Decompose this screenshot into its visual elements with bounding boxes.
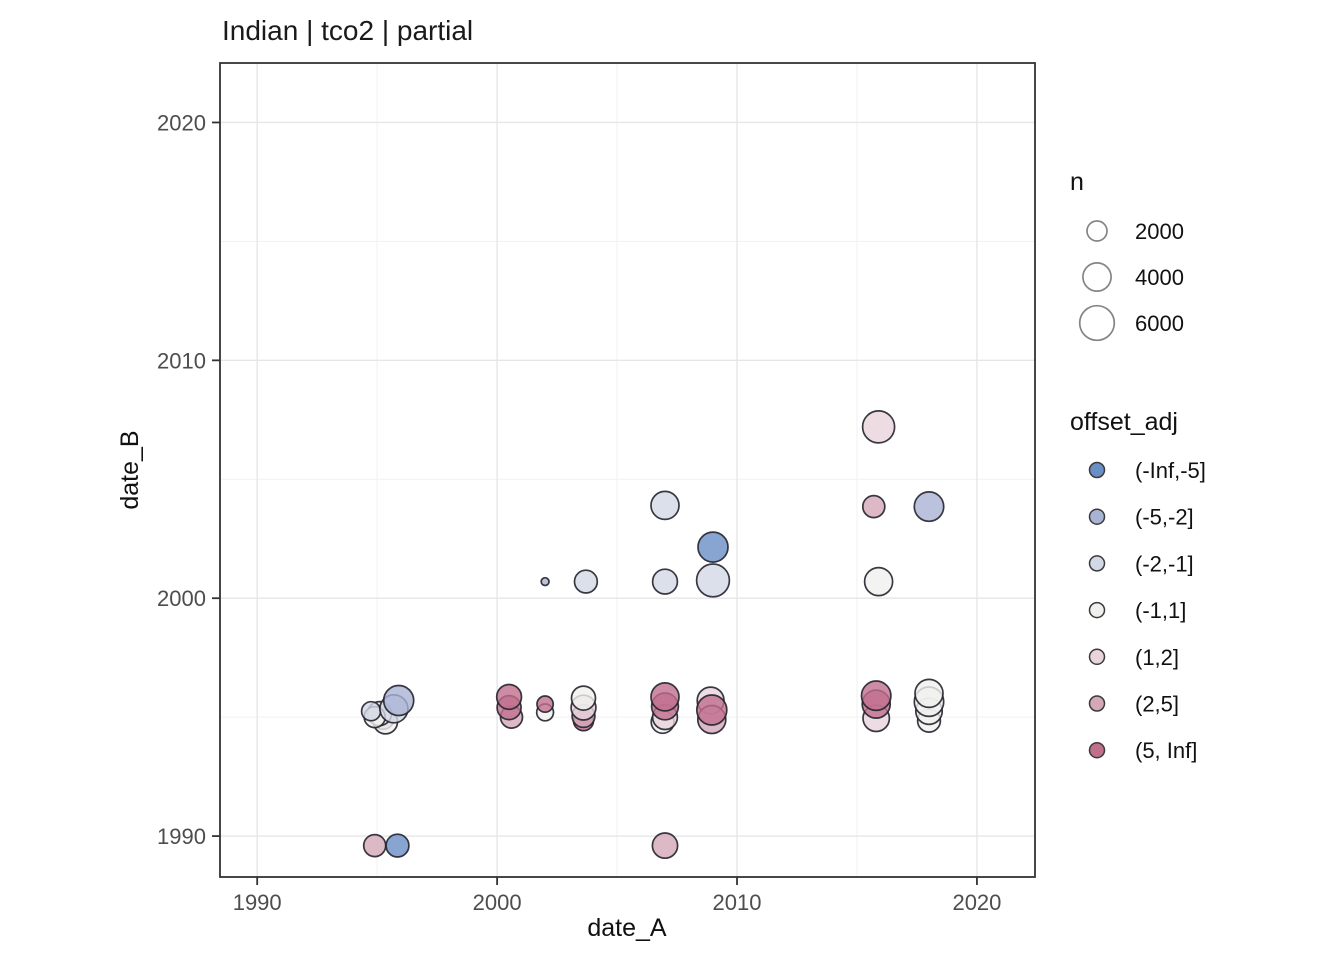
x-tick-label: 2020: [952, 890, 1001, 915]
data-point: [382, 684, 415, 717]
color-legend-key: [1088, 601, 1106, 619]
color-legend-label: (-5,-2]: [1135, 505, 1194, 530]
x-axis-title: date_A: [587, 914, 667, 942]
color-legend-label: (-2,-1]: [1135, 551, 1194, 576]
color-legend-label: (2,5]: [1135, 692, 1179, 717]
data-point: [860, 680, 892, 712]
data-point: [536, 695, 555, 714]
data-point: [695, 694, 728, 726]
grid-minor-lines: [220, 63, 1035, 877]
color-legend-key: [1088, 508, 1106, 525]
data-point: [540, 576, 550, 587]
x-tick-label: 2010: [713, 890, 762, 915]
grid-major-lines: [220, 63, 1035, 877]
color-legend: (-Inf,-5] (-5,-2] (-2,-1] (-1,1] (1,2] (2,5] (…: [1088, 458, 1206, 763]
data-point: [360, 700, 382, 722]
size-legend-key: [1082, 262, 1112, 292]
y-axis-title: date_B: [116, 430, 144, 509]
color-legend-key: [1088, 555, 1106, 572]
color-legend-label: (-1,1]: [1135, 598, 1186, 623]
data-point: [861, 410, 896, 444]
size-legend-label: 2000: [1135, 219, 1184, 244]
panel-border: [219, 62, 1036, 878]
data-point: [913, 491, 945, 523]
data-point: [362, 833, 387, 858]
size-legend-title: n: [1070, 168, 1084, 196]
x-tick-label: 1990: [233, 890, 282, 915]
color-legend-label: (5, Inf]: [1135, 738, 1197, 763]
data-point: [651, 832, 679, 860]
y-tick-label: 2000: [157, 586, 206, 611]
plot-panel: [220, 63, 1035, 877]
data-points: [360, 410, 945, 860]
color-legend-title: offset_adj: [1070, 408, 1178, 436]
color-legend-key: [1088, 461, 1106, 479]
x-axis: 1990 2000 2010 2020: [233, 877, 1001, 915]
data-point: [385, 833, 410, 858]
data-point: [863, 566, 894, 597]
chart-title: Indian | tco2 | partial: [222, 15, 473, 46]
y-tick-label: 1990: [157, 824, 206, 849]
data-point: [861, 494, 886, 519]
data-point: [697, 531, 729, 563]
x-tick-label: 2000: [473, 890, 522, 915]
color-legend-label: (1,2]: [1135, 645, 1179, 670]
size-legend-key: [1086, 220, 1108, 242]
color-legend-key: [1088, 695, 1106, 712]
data-point: [651, 568, 679, 595]
color-legend-key: [1088, 741, 1106, 759]
data-point: [650, 682, 680, 712]
data-point: [650, 490, 680, 521]
size-legend-key: [1078, 304, 1116, 342]
data-point: [695, 563, 731, 598]
color-legend-key: [1088, 648, 1106, 666]
color-legend-label: (-Inf,-5]: [1135, 458, 1206, 483]
data-point: [914, 678, 944, 709]
size-legend: 2000 4000 6000: [1078, 219, 1184, 342]
data-point: [495, 683, 523, 711]
y-tick-label: 2020: [157, 110, 206, 135]
y-tick-label: 2010: [157, 348, 206, 373]
y-axis: 1990 2000 2010 2020: [157, 110, 220, 849]
data-point: [570, 685, 597, 711]
size-legend-label: 4000: [1135, 265, 1184, 290]
data-point: [573, 569, 599, 594]
size-legend-label: 6000: [1135, 311, 1184, 336]
